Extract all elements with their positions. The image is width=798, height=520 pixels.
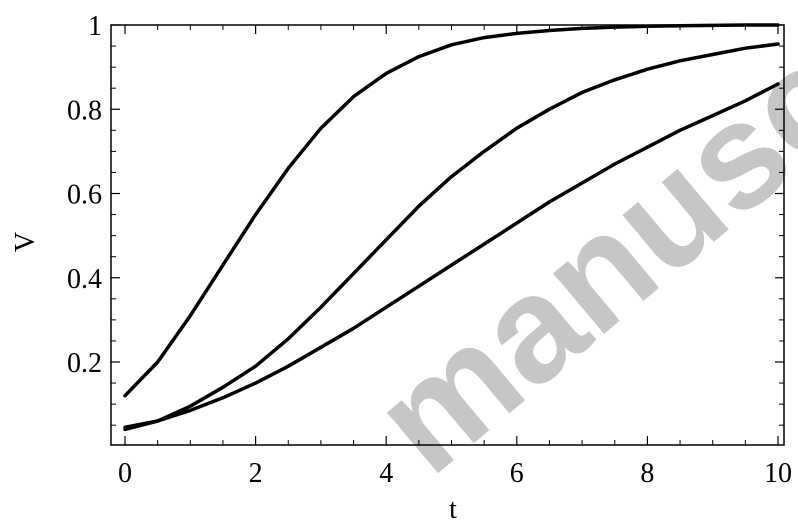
y-tick-label: 0.8: [67, 95, 102, 126]
series-line-1: [123, 23, 780, 398]
plot-frame: [110, 24, 785, 446]
watermark: manuscript: [343, 0, 798, 505]
x-axis-label: t: [449, 494, 457, 520]
x-tick-label: 6: [510, 458, 524, 489]
y-tick-label: 0.6: [67, 180, 102, 211]
x-tick-label: 8: [640, 458, 654, 489]
y-tick-label: 0.2: [67, 348, 102, 379]
y-tick-label: 0.4: [67, 264, 102, 295]
tick-labels: 0 2 4 6 8 10 0.2 0.4 0.6 0.8 1: [67, 11, 792, 489]
y-axis-label: V: [10, 232, 41, 252]
y-tick-label: 1: [88, 11, 102, 42]
series-line-3: [123, 82, 780, 432]
series-lines: [123, 23, 780, 432]
x-tick-label: 2: [249, 458, 263, 489]
series-line-2: [123, 42, 780, 430]
x-tick-label: 0: [118, 458, 132, 489]
x-tick-label: 10: [764, 458, 792, 489]
x-tick-label: 4: [379, 458, 393, 489]
